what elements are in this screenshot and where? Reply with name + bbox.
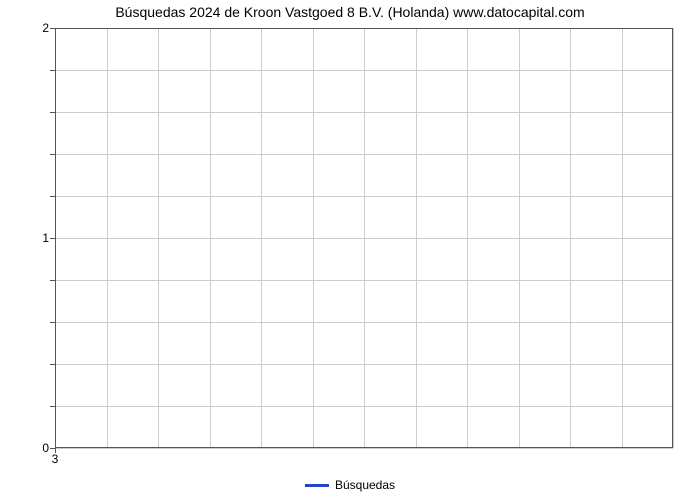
axis-line-left [55, 28, 56, 448]
ytick-label: 1 [42, 231, 49, 245]
grid-line-vertical [519, 28, 520, 448]
ytick-mark [50, 406, 55, 407]
ytick-mark [50, 238, 55, 239]
grid-line-vertical [416, 28, 417, 448]
grid-line-vertical [467, 28, 468, 448]
grid-line-horizontal [55, 448, 673, 449]
grid-line-vertical [107, 28, 108, 448]
grid-line-vertical [313, 28, 314, 448]
ytick-mark [50, 28, 55, 29]
ytick-label: 0 [42, 441, 49, 455]
ytick-mark [50, 364, 55, 365]
chart-title: Búsquedas 2024 de Kroon Vastgoed 8 B.V. … [0, 4, 700, 20]
legend: Búsquedas [0, 478, 700, 492]
grid-line-vertical [364, 28, 365, 448]
ytick-mark [50, 112, 55, 113]
ytick-mark [50, 154, 55, 155]
axis-line-right [672, 28, 673, 448]
ytick-mark [50, 280, 55, 281]
ytick-mark [50, 322, 55, 323]
ytick-mark [50, 70, 55, 71]
axis-line-bottom [55, 447, 673, 448]
ytick-label: 2 [42, 21, 49, 35]
axis-line-top [55, 28, 673, 29]
chart-container: Búsquedas 2024 de Kroon Vastgoed 8 B.V. … [0, 0, 700, 500]
grid-line-vertical [261, 28, 262, 448]
plot-area: 0123 [55, 28, 673, 448]
xtick-label: 3 [52, 452, 59, 466]
legend-swatch [305, 484, 329, 487]
grid-line-vertical [622, 28, 623, 448]
ytick-mark [50, 196, 55, 197]
legend-label: Búsquedas [335, 478, 395, 492]
grid-line-vertical [158, 28, 159, 448]
grid-line-vertical [673, 28, 674, 448]
grid-line-vertical [570, 28, 571, 448]
grid-line-vertical [210, 28, 211, 448]
